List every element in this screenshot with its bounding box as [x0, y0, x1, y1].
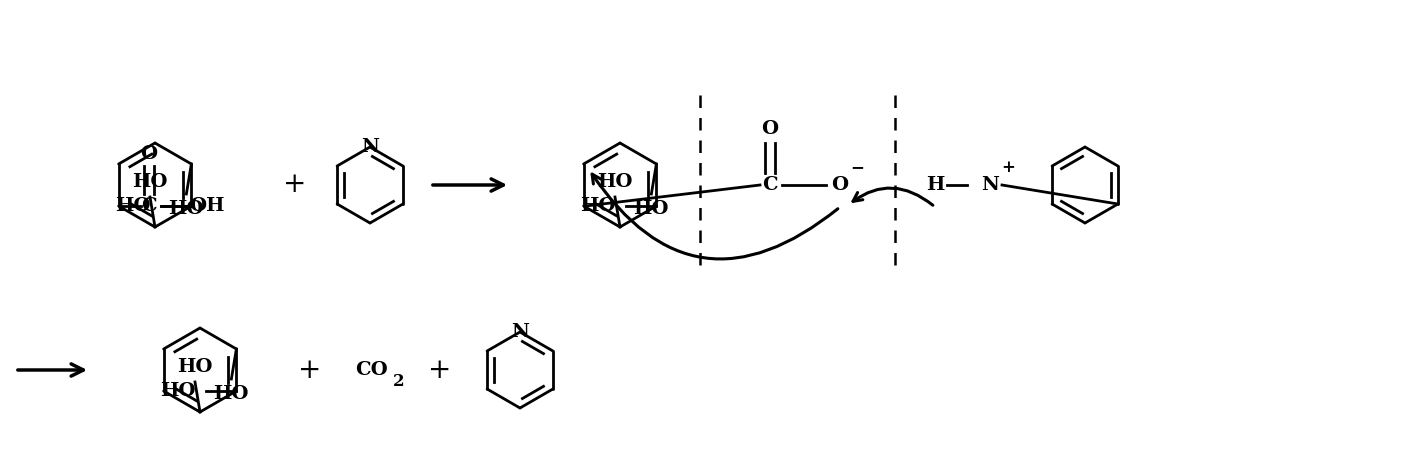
- Text: C: C: [762, 176, 778, 194]
- Text: O: O: [831, 176, 849, 194]
- Text: +: +: [1001, 159, 1015, 176]
- Text: HO: HO: [169, 200, 204, 218]
- Text: −: −: [851, 160, 863, 177]
- Text: HO: HO: [132, 173, 167, 191]
- Text: HO: HO: [634, 200, 669, 218]
- Text: 2: 2: [394, 373, 405, 390]
- Text: C: C: [141, 197, 156, 215]
- Text: N: N: [361, 138, 380, 156]
- Text: CO: CO: [354, 361, 388, 379]
- Text: HO: HO: [598, 173, 633, 191]
- Text: H: H: [925, 176, 945, 194]
- Text: +: +: [298, 356, 322, 383]
- Text: HO: HO: [581, 197, 616, 215]
- Text: OH: OH: [188, 197, 225, 215]
- Text: +: +: [429, 356, 451, 383]
- Text: +: +: [284, 171, 307, 199]
- Text: HO: HO: [160, 382, 195, 400]
- Text: N: N: [510, 323, 529, 341]
- Text: HO: HO: [177, 358, 212, 376]
- Text: HO: HO: [115, 197, 150, 215]
- Text: O: O: [141, 145, 157, 163]
- Text: HO: HO: [214, 385, 249, 403]
- Text: O: O: [762, 120, 779, 138]
- Text: N: N: [981, 176, 998, 194]
